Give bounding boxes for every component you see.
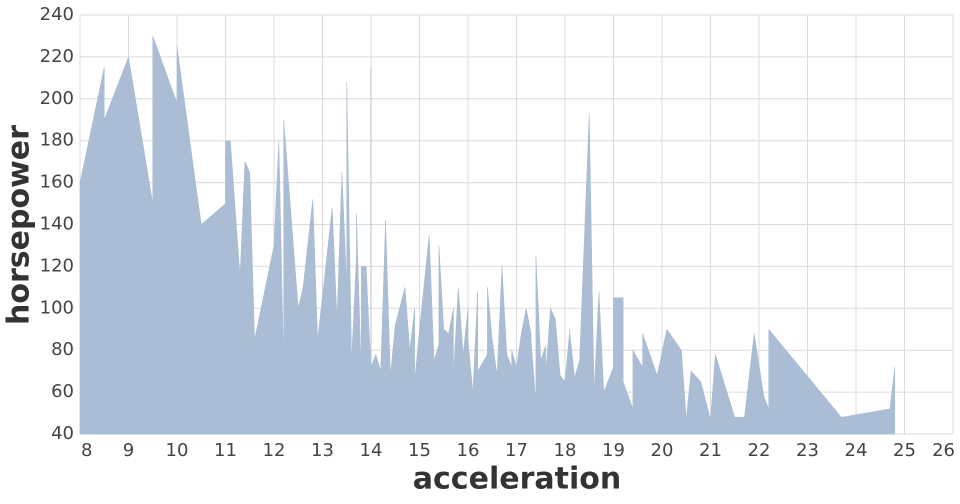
- x-tick-label: 21: [699, 440, 722, 461]
- x-tick-label: 25: [893, 440, 916, 461]
- x-tick-label: 15: [408, 440, 431, 461]
- y-tick-label: 140: [40, 214, 74, 235]
- x-tick-label: 26: [932, 440, 955, 461]
- x-tick-label: 12: [263, 440, 286, 461]
- x-tick-label: 23: [796, 440, 819, 461]
- x-tick-label: 14: [360, 440, 383, 461]
- y-tick-label: 180: [40, 130, 74, 151]
- x-tick-label: 22: [748, 440, 771, 461]
- y-tick-label: 200: [40, 88, 74, 109]
- y-tick-label: 120: [40, 255, 74, 276]
- x-tick-label: 11: [214, 440, 237, 461]
- x-tick-label: 17: [505, 440, 528, 461]
- x-tick-label: 16: [457, 440, 480, 461]
- x-tick-label: 9: [123, 440, 134, 461]
- y-tick-label: 40: [51, 423, 74, 444]
- x-tick-label: 13: [311, 440, 334, 461]
- x-tick-label: 8: [81, 440, 92, 461]
- x-tick-label: 18: [554, 440, 577, 461]
- y-axis-title: horsepower: [2, 125, 37, 325]
- y-tick-label: 100: [40, 297, 74, 318]
- y-tick-label: 160: [40, 172, 74, 193]
- x-tick-label: 10: [166, 440, 189, 461]
- x-tick-label: 20: [651, 440, 674, 461]
- y-tick-label: 80: [51, 339, 74, 360]
- x-tick-label: 19: [602, 440, 625, 461]
- x-axis-title: acceleration: [413, 462, 621, 497]
- y-tick-label: 220: [40, 46, 74, 67]
- y-tick-label: 240: [40, 4, 74, 25]
- y-tick-label: 60: [51, 381, 74, 402]
- x-tick-label: 24: [845, 440, 868, 461]
- area: [79, 35, 896, 435]
